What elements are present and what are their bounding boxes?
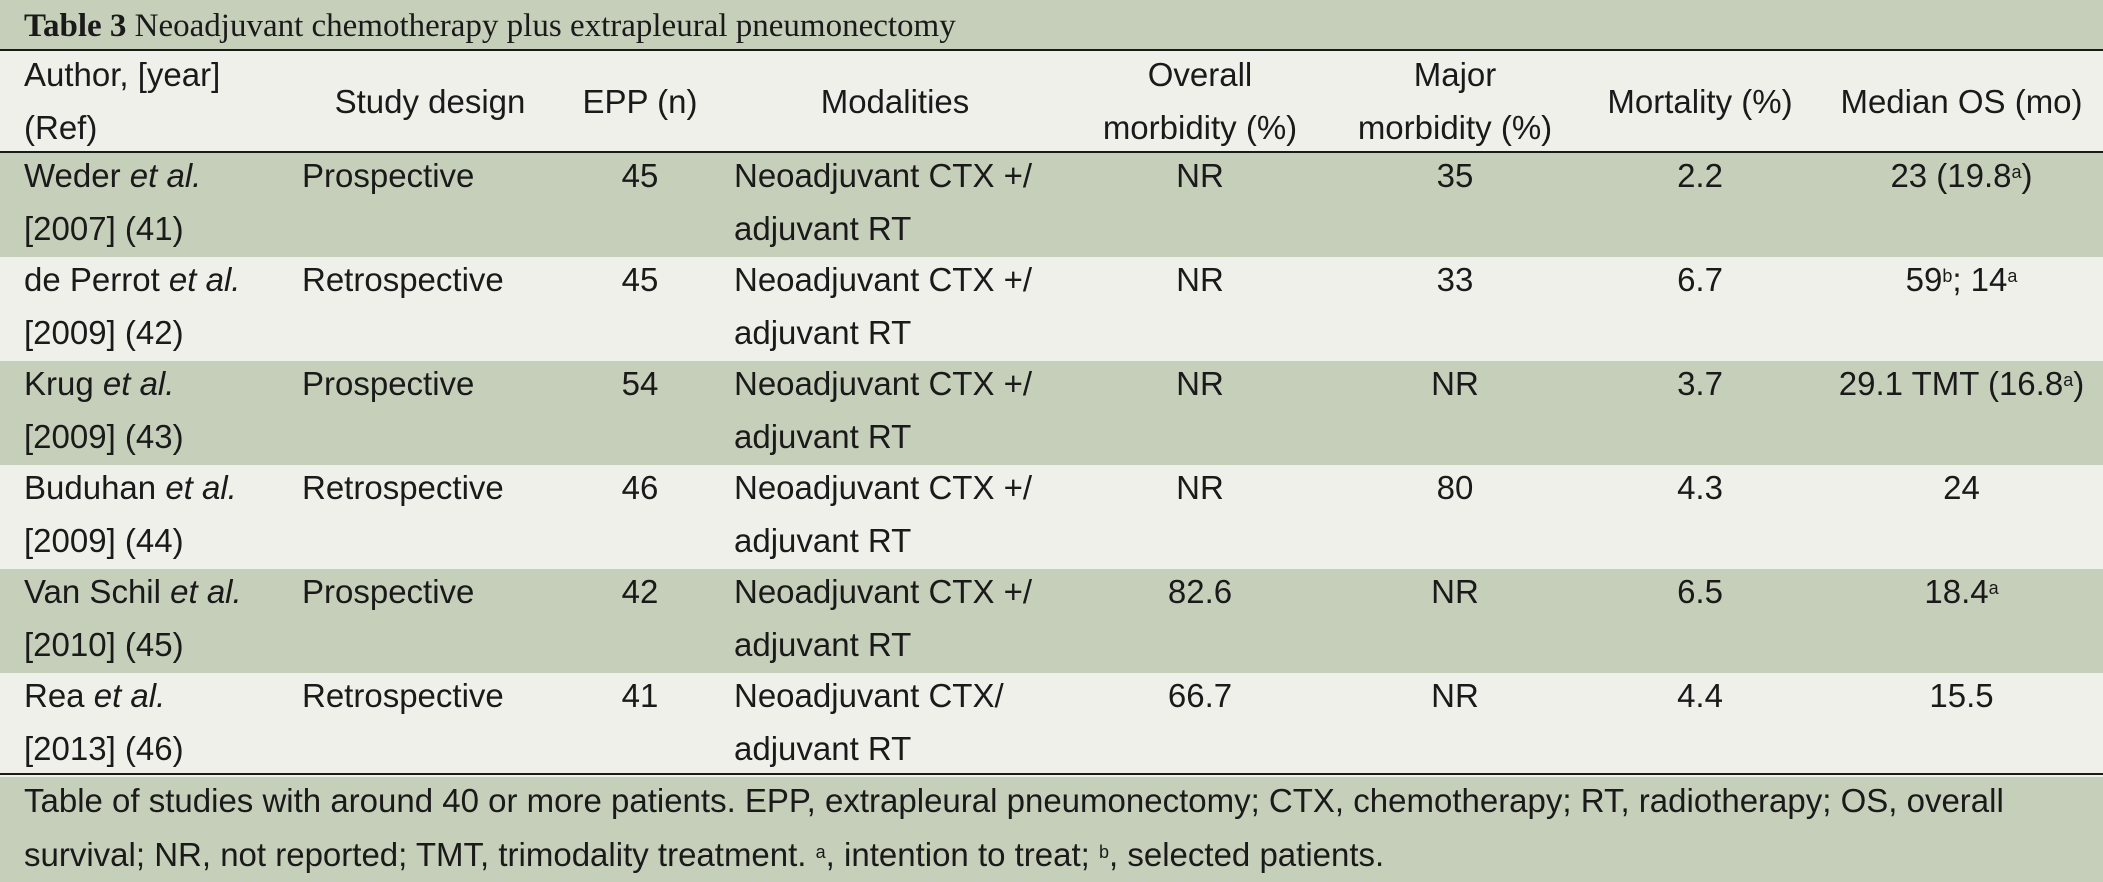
cell-modalities: Neoadjuvant CTX +/adjuvant RT [734,261,1033,351]
cell-author: Weder et al. [2007] (41) [24,157,202,247]
table-row [0,257,2103,361]
cell-overall: NR [1176,365,1224,402]
header-median-os: Median OS (mo) [1840,83,2083,120]
header-mortality: Mortality (%) [1607,83,1793,120]
table-label: Table 3 [24,8,127,44]
cell-modalities: Neoadjuvant CTX +/adjuvant RT [734,469,1033,559]
header-overall-morbidity: Overall morbidity (%) [1102,56,1298,146]
cell-epp: 45 [621,157,659,194]
cell-author: Buduhan et al. [2009] (44) [24,469,237,559]
cell-overall: NR [1176,157,1224,194]
table-row [0,153,2103,257]
cell-mortality: 3.7 [1677,365,1723,402]
header-modalities: Modalities [820,83,970,120]
cell-design: Prospective [302,157,475,194]
header-rule [0,151,2103,153]
header-major-morbidity: Major morbidity (%) [1357,56,1553,146]
cell-major: NR [1431,365,1479,402]
cell-author: de Perrot et al. [2009] (42) [24,261,241,351]
cell-author: Rea et al. [2013] (46) [24,677,184,767]
cell-overall: NR [1176,261,1224,298]
table-caption: Table 3 Neoadjuvant chemotherapy plus ex… [24,2,956,48]
cell-design: Prospective [302,573,475,610]
cell-median-os: 59b; 14a [1905,261,2018,298]
cell-overall: 66.7 [1167,677,1233,714]
table-row [0,569,2103,673]
table-row [0,465,2103,569]
bottom-rule [0,773,2103,775]
cell-author: Van Schil et al. [2010] (45) [24,573,242,663]
cell-major: NR [1431,573,1479,610]
cell-modalities: Neoadjuvant CTX +/adjuvant RT [734,573,1033,663]
cell-author: Krug et al. [2009] (43) [24,365,184,455]
cell-median-os: 18.4a [1924,573,1999,610]
cell-major: 35 [1436,157,1474,194]
table-footnote: Table of studies with around 40 or more … [24,782,2004,873]
cell-design: Prospective [302,365,475,402]
cell-epp: 41 [621,677,659,714]
cell-design: Retrospective [302,261,504,298]
cell-mortality: 4.4 [1677,677,1723,714]
table-row [0,673,2103,777]
cell-median-os: 15.5 [1929,677,1994,714]
cell-epp: 42 [621,573,659,610]
cell-epp: 46 [621,469,659,506]
cell-median-os: 24 [1943,469,1980,506]
cell-overall: 82.6 [1167,573,1233,610]
cell-mortality: 4.3 [1677,469,1723,506]
cell-epp: 54 [621,365,659,402]
cell-modalities: Neoadjuvant CTX/adjuvant RT [734,677,1004,767]
cell-epp: 45 [621,261,659,298]
cell-major: 80 [1436,469,1474,506]
header-row [0,51,2103,151]
cell-overall: NR [1176,469,1224,506]
cell-median-os: 23 (19.8a) [1890,157,2033,194]
cell-mortality: 6.5 [1677,573,1723,610]
cell-mortality: 2.2 [1677,157,1723,194]
cell-major: NR [1431,677,1479,714]
cell-modalities: Neoadjuvant CTX +/adjuvant RT [734,365,1033,455]
header-design: Study design [334,83,526,120]
cell-mortality: 6.7 [1677,261,1723,298]
header-epp: EPP (n) [582,83,698,120]
table-title: Neoadjuvant chemotherapy plus extrapleur… [134,8,956,44]
cell-major: 33 [1436,261,1474,298]
cell-median-os: 29.1 TMT (16.8a) [1838,365,2085,402]
cell-design: Retrospective [302,677,504,714]
header-author: Author, [year] (Ref) [24,56,221,146]
footnote-sup-b: b [1099,842,1110,862]
cell-design: Retrospective [302,469,504,506]
top-rule [0,49,2103,51]
cell-modalities: Neoadjuvant CTX +/adjuvant RT [734,157,1033,247]
table-row [0,361,2103,465]
footnote-sup-a: a [815,842,826,862]
